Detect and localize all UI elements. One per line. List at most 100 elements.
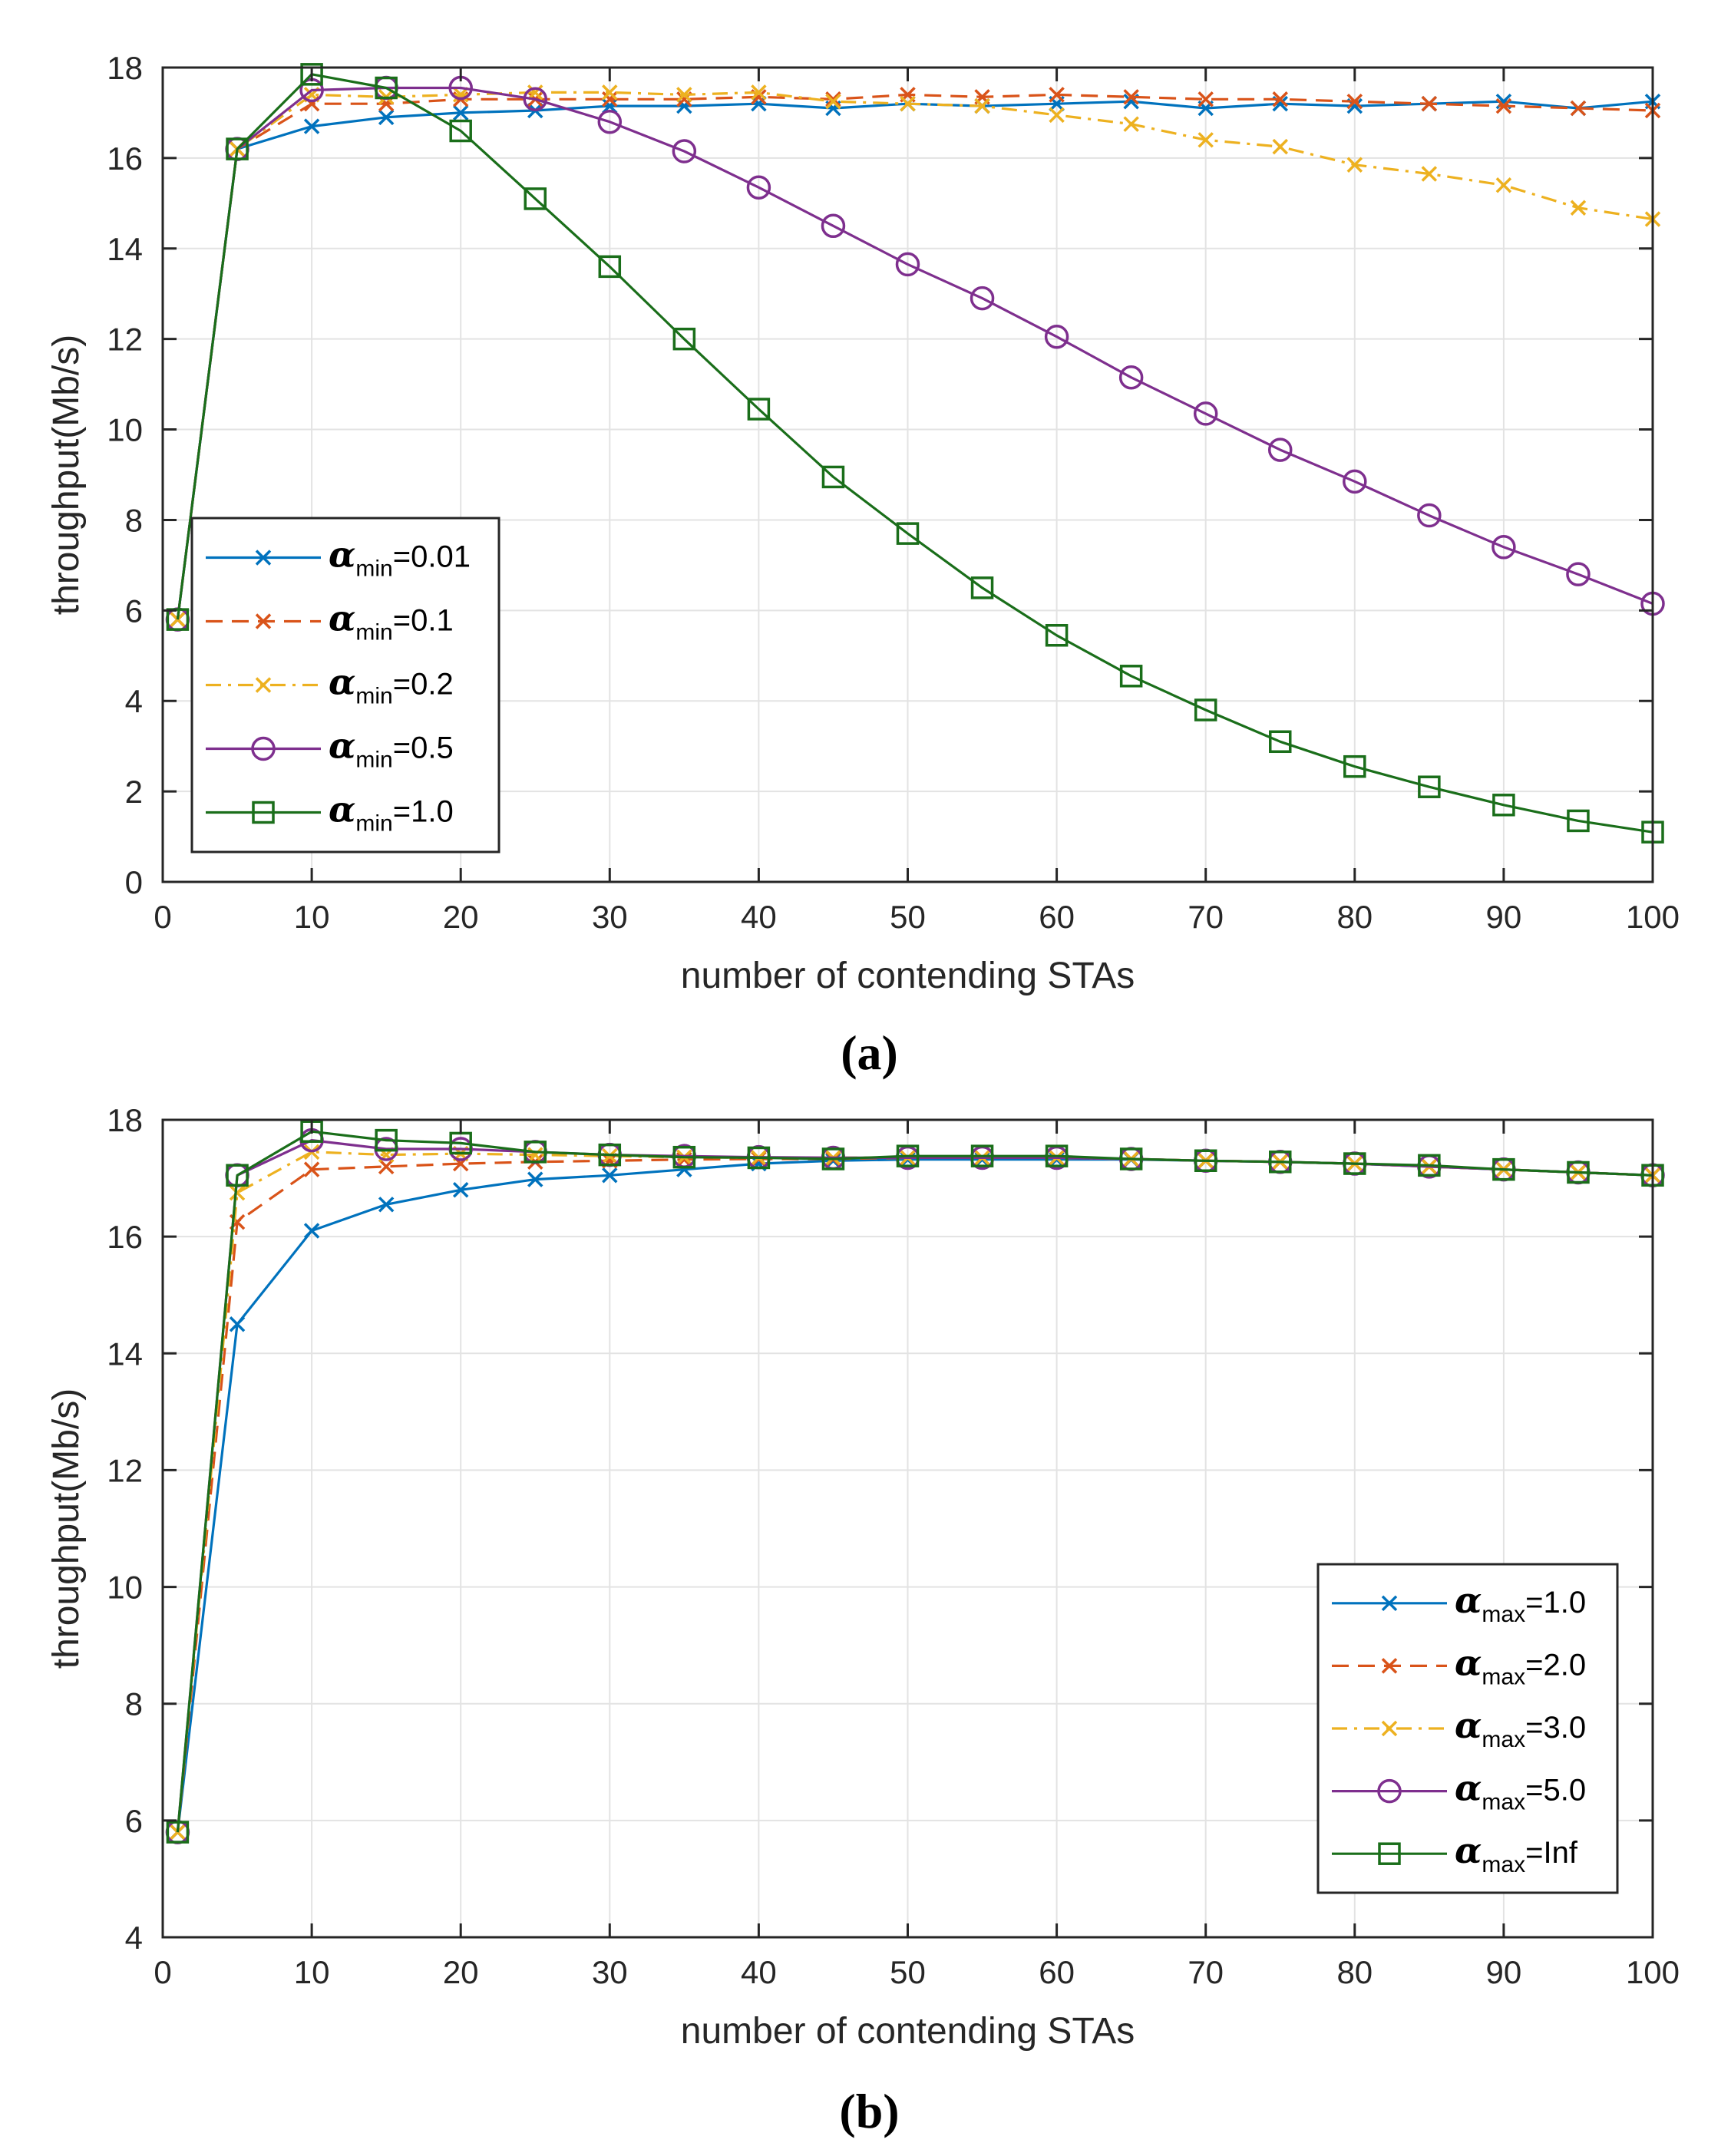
data-point bbox=[598, 255, 622, 279]
data-point bbox=[672, 1145, 696, 1169]
legend-marker bbox=[1377, 1778, 1402, 1804]
data-point bbox=[1418, 1154, 1441, 1177]
x-axis-label: number of contending STAs bbox=[681, 956, 1135, 996]
x-tick-label: 70 bbox=[1188, 899, 1224, 935]
legend-item-4: αmax=5.0 bbox=[1332, 1768, 1586, 1815]
data-point bbox=[602, 84, 618, 101]
data-point bbox=[825, 91, 841, 107]
y-tick-label: 14 bbox=[107, 1336, 143, 1372]
data-point bbox=[303, 118, 320, 134]
data-point bbox=[821, 213, 846, 239]
chart-panel-a: 0 10 20 30 40 50 60 70 80 90 100 0 2 4 6 8 10 12 14 16 18 num… bbox=[46, 50, 1680, 1080]
y-tick-label: 6 bbox=[125, 1803, 143, 1839]
data-point bbox=[1417, 503, 1442, 528]
data-point bbox=[1492, 1157, 1515, 1181]
data-point bbox=[1194, 1149, 1217, 1172]
data-point bbox=[170, 611, 186, 628]
legend-marker bbox=[255, 613, 272, 629]
legend-marker bbox=[251, 736, 276, 761]
y-tick-label: 16 bbox=[107, 1219, 143, 1255]
data-point bbox=[974, 97, 990, 114]
data-point bbox=[1570, 100, 1587, 117]
chart-panel-b: 0 10 20 30 40 50 60 70 80 90 100 4 6 8 10 12 14 16 18 numbe… bbox=[46, 1102, 1680, 2138]
data-point bbox=[1197, 91, 1214, 107]
data-point bbox=[1268, 437, 1293, 462]
x-tick-label: 60 bbox=[1039, 1954, 1075, 1990]
data-point bbox=[1272, 91, 1288, 107]
legend-label: αmin=0.01 bbox=[329, 534, 471, 582]
data-point bbox=[524, 1141, 547, 1164]
data-point bbox=[1049, 107, 1065, 124]
data-point bbox=[1343, 469, 1367, 494]
legend-marker bbox=[255, 677, 272, 693]
legend-item-3: αmax=3.0 bbox=[1332, 1705, 1586, 1752]
x-tick-label: 20 bbox=[443, 899, 479, 935]
data-point bbox=[1269, 1151, 1292, 1174]
y-tick-label: 4 bbox=[125, 683, 143, 719]
x-tick-label: 40 bbox=[741, 1954, 777, 1990]
data-point bbox=[896, 1144, 920, 1167]
data-point bbox=[1269, 730, 1292, 754]
x-tick-label: 20 bbox=[443, 1954, 479, 1990]
x-tick-label: 0 bbox=[154, 899, 171, 935]
data-point bbox=[1119, 665, 1143, 688]
legend-label: αmin=0.2 bbox=[329, 662, 454, 709]
panel-caption: (b) bbox=[839, 2084, 899, 2138]
x-axis-label: number of contending STAs bbox=[681, 2011, 1135, 2052]
data-point bbox=[1567, 1161, 1590, 1184]
data-point bbox=[1570, 200, 1587, 216]
data-point bbox=[523, 87, 547, 112]
data-point bbox=[676, 87, 692, 103]
x-tick-label: 70 bbox=[1188, 1954, 1224, 1990]
data-point bbox=[524, 187, 547, 210]
data-point bbox=[226, 137, 249, 160]
data-point bbox=[1567, 809, 1590, 833]
y-tick-label: 8 bbox=[125, 502, 143, 538]
data-point bbox=[527, 84, 543, 101]
data-point bbox=[1197, 132, 1214, 148]
legend-label: αmax=2.0 bbox=[1455, 1642, 1586, 1689]
data-point bbox=[375, 1128, 398, 1152]
legend-label: αmax=3.0 bbox=[1455, 1705, 1586, 1752]
data-point bbox=[229, 1184, 246, 1201]
legend-item-5: αmin=1.0 bbox=[206, 789, 454, 837]
data-point bbox=[751, 95, 767, 112]
x-tick-label: 90 bbox=[1486, 1954, 1522, 1990]
y-tick-label: 0 bbox=[125, 864, 143, 900]
data-point bbox=[1346, 157, 1363, 173]
legend-marker bbox=[1381, 1595, 1398, 1612]
data-point bbox=[1566, 562, 1591, 586]
y-tick-label: 8 bbox=[125, 1686, 143, 1722]
x-tick-label: 50 bbox=[890, 1954, 926, 1990]
x-tick-label: 10 bbox=[294, 1954, 330, 1990]
data-point bbox=[378, 1197, 395, 1213]
y-axis-label: throughput(Mb/s) bbox=[46, 335, 87, 616]
data-point bbox=[300, 63, 323, 86]
series-line bbox=[176, 86, 1653, 620]
data-point bbox=[821, 1147, 845, 1170]
data-point bbox=[1421, 166, 1438, 182]
data-point bbox=[747, 1146, 771, 1170]
data-point bbox=[1492, 535, 1516, 560]
data-point bbox=[672, 139, 697, 163]
panel-caption: (a) bbox=[841, 1025, 898, 1080]
data-point bbox=[1343, 1152, 1366, 1175]
data-point bbox=[1343, 754, 1366, 778]
data-point bbox=[1495, 97, 1512, 114]
legend-label: αmin=1.0 bbox=[329, 789, 454, 837]
data-point bbox=[226, 1164, 249, 1187]
x-tick-label: 100 bbox=[1626, 899, 1680, 935]
legend-item-4: αmin=0.5 bbox=[206, 725, 454, 773]
data-point bbox=[1495, 177, 1512, 193]
x-tick-label: 30 bbox=[592, 1954, 628, 1990]
data-point bbox=[1194, 698, 1217, 721]
y-tick-label: 18 bbox=[107, 1102, 143, 1138]
data-point bbox=[970, 576, 994, 599]
data-point bbox=[1272, 138, 1288, 155]
x-tick-label: 100 bbox=[1626, 1954, 1680, 1990]
data-point bbox=[825, 93, 841, 110]
legend-label: αmax=1.0 bbox=[1455, 1580, 1586, 1627]
data-point bbox=[1118, 365, 1144, 390]
x-tick-label: 90 bbox=[1486, 899, 1522, 935]
